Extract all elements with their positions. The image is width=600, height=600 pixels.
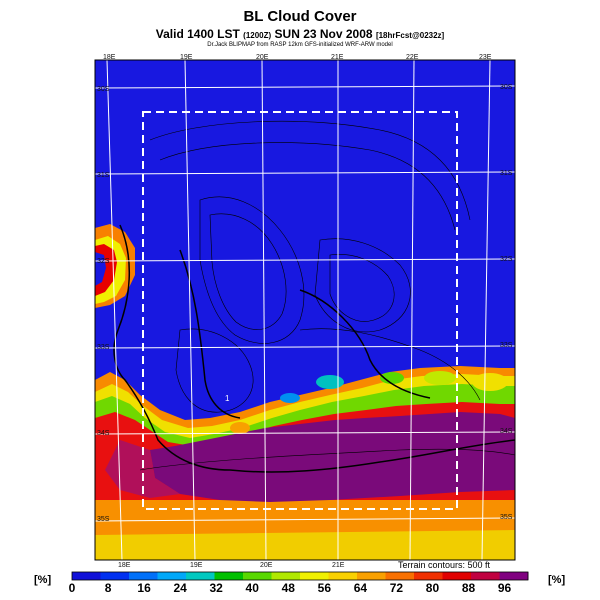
legend-tick-label: 0 — [68, 581, 76, 595]
lon-label-top: 23E — [479, 54, 492, 61]
lon-label-top: 19E — [180, 54, 193, 61]
legend-tick-label: 80 — [425, 581, 440, 595]
map-field — [95, 60, 515, 560]
utc-time: (1200Z) — [243, 31, 272, 40]
cloud-patch-1 — [316, 375, 344, 389]
valid-time: Valid 1400 LST — [155, 27, 240, 41]
lon-label-bottom: 18E — [118, 562, 131, 569]
terrain-contours — [139, 120, 515, 471]
cloud-core-magenta — [105, 440, 180, 498]
legend-swatch — [300, 572, 329, 580]
cloud-patch-6 — [230, 422, 250, 434]
legend-tick-label: 96 — [497, 581, 512, 595]
cloud-patch-3 — [424, 371, 456, 385]
cloud-patch-2 — [380, 372, 404, 384]
lon-label-top: 21E — [331, 54, 344, 61]
lon-label-top: 20E — [256, 54, 269, 61]
terrain-note: Terrain contours: 500 ft — [398, 560, 491, 570]
cloud-band-lower-yellow — [95, 530, 515, 560]
cloud-core-purple — [150, 412, 515, 502]
map-border — [94, 59, 516, 561]
legend-unit-right: [%] — [548, 574, 566, 586]
legend-tick-label: 40 — [245, 581, 259, 595]
color-legend-bar — [71, 571, 529, 581]
lat-label-right: 35S — [500, 514, 513, 521]
cloud-patch-5 — [280, 393, 300, 403]
terrain-marker: 1 — [225, 394, 230, 403]
lat-label-left: 35S — [97, 516, 110, 523]
forecast-info: [18hrFcst@0232z] — [375, 31, 445, 40]
forecast-date: SUN 23 Nov 2008 — [274, 27, 373, 41]
legend-swatch — [100, 572, 130, 580]
legend-swatch — [499, 572, 529, 580]
legend-swatch — [243, 572, 272, 580]
map-title: BL Cloud Cover — [243, 8, 357, 25]
legend-tick-label: 32 — [209, 581, 223, 595]
lat-label-right: 30S — [500, 84, 513, 91]
legend-tick-label: 72 — [389, 581, 404, 595]
lon-label-bottom: 21E — [332, 562, 345, 569]
legend-tick-label: 24 — [173, 581, 187, 595]
lon-label-top: 22E — [406, 54, 419, 61]
legend-swatch — [471, 572, 500, 580]
legend-swatch — [385, 572, 415, 580]
lat-label-right: 32S — [500, 256, 513, 263]
legend-tick-label: 64 — [353, 581, 368, 595]
legend-swatch — [414, 572, 443, 580]
legend-tick-label: 56 — [317, 581, 331, 595]
legend-swatch — [129, 572, 158, 580]
lat-label-left: 31S — [97, 172, 110, 179]
lon-label-bottom: 20E — [260, 562, 273, 569]
domain-boundary — [142, 111, 458, 510]
legend-swatch — [357, 572, 386, 580]
lon-label-top: 18E — [103, 54, 116, 61]
lat-label-left: 34S — [97, 430, 110, 437]
lat-label-right: 34S — [500, 428, 513, 435]
legend-swatch — [186, 572, 215, 580]
lat-lon-grid — [94, 59, 516, 561]
legend-tick-label: 88 — [461, 581, 476, 595]
legend-swatch — [157, 572, 187, 580]
lat-label-left: 32S — [97, 258, 110, 265]
legend-swatch — [442, 572, 472, 580]
legend-swatch — [214, 572, 244, 580]
legend-swatch — [72, 572, 101, 580]
model-credit: Dr.Jack BLIPMAP from RASP 12km GFS-initi… — [207, 42, 393, 48]
lat-label-left: 33S — [97, 344, 110, 351]
map-subtitle: Valid 1400 LST (1200Z) SUN 23 Nov 2008 [… — [0, 27, 600, 41]
legend-tick-label: 8 — [104, 581, 112, 595]
cloud-patch-4 — [472, 373, 508, 391]
lon-label-bottom: 19E — [190, 562, 203, 569]
legend-unit-left: [%] — [34, 574, 52, 586]
legend-tick-label: 16 — [137, 581, 151, 595]
lat-label-left: 30S — [97, 86, 110, 93]
legend-swatch — [271, 572, 301, 580]
lat-label-right: 33S — [500, 342, 513, 349]
lat-label-right: 31S — [500, 170, 513, 177]
legend-swatch — [328, 572, 358, 580]
legend-tick-label: 48 — [281, 581, 295, 595]
legend-border — [71, 571, 529, 581]
